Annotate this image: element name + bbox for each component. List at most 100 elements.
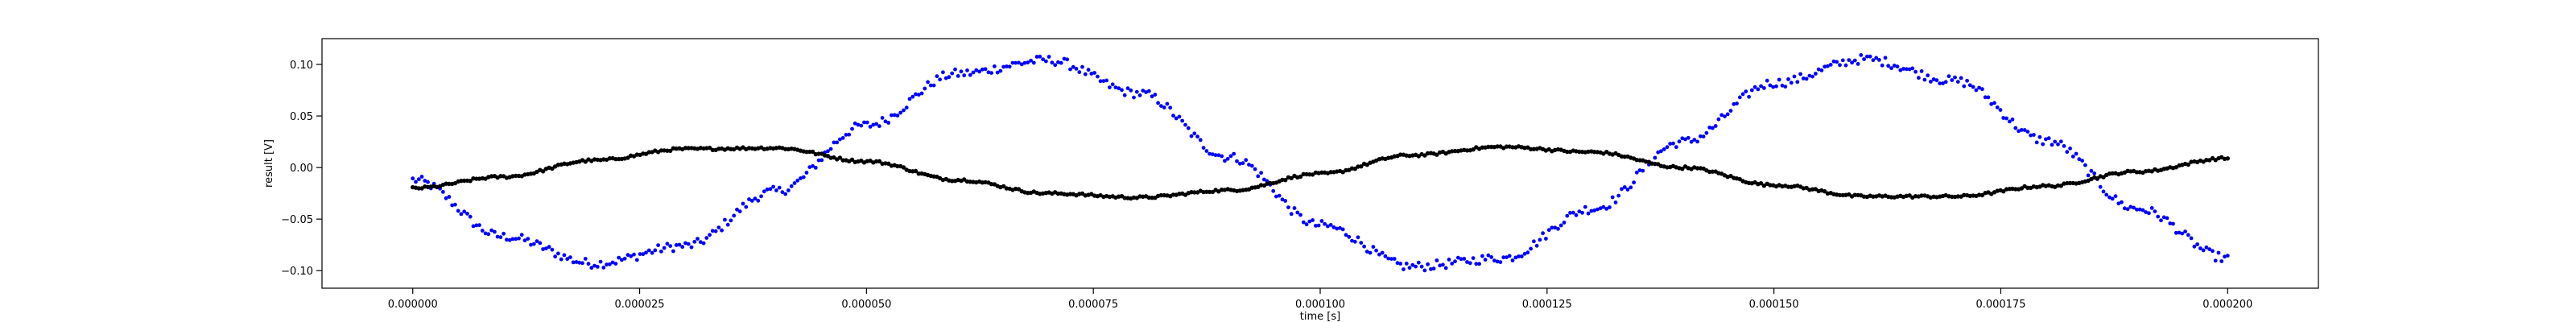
data-point <box>1541 231 1545 236</box>
data-point <box>686 146 691 151</box>
data-point <box>1122 93 1127 97</box>
data-point <box>1307 219 1312 224</box>
data-point <box>1807 73 1812 78</box>
data-point <box>916 93 921 97</box>
data-point <box>1504 144 1509 149</box>
data-point <box>780 190 785 195</box>
data-point <box>1917 76 1921 80</box>
data-point <box>804 150 809 155</box>
data-point <box>1771 85 1776 89</box>
data-point <box>646 150 651 155</box>
data-point <box>898 110 903 115</box>
data-point <box>1489 255 1494 259</box>
data-point <box>1098 79 1103 84</box>
data-point <box>1926 73 1930 78</box>
data-point <box>1665 145 1670 150</box>
y-axis-label: result [V] <box>263 139 275 188</box>
data-point <box>1398 152 1403 157</box>
data-point <box>1977 85 1982 90</box>
data-point <box>1850 60 1855 65</box>
data-point <box>1744 89 1748 93</box>
data-point <box>1979 192 1985 198</box>
data-point <box>741 201 745 206</box>
data-point <box>768 187 773 192</box>
data-point <box>447 195 452 199</box>
data-point <box>1701 134 1706 139</box>
data-point <box>1280 197 1285 202</box>
data-point <box>1795 80 1800 85</box>
data-point <box>732 213 737 218</box>
data-point <box>1062 56 1067 61</box>
data-point <box>577 260 582 265</box>
data-point <box>1725 112 1730 117</box>
data-point <box>1525 250 1530 255</box>
x-tick-label: 0.000025 <box>615 299 665 311</box>
data-point <box>1192 131 1197 136</box>
data-point <box>1125 86 1130 91</box>
data-point <box>2168 221 2173 225</box>
data-point <box>1204 149 1209 153</box>
data-point <box>1158 192 1164 198</box>
data-point <box>2089 168 2094 173</box>
data-point <box>1141 89 1146 93</box>
data-point <box>1632 180 1636 185</box>
data-point <box>441 190 445 194</box>
data-point <box>1998 108 2003 113</box>
data-point <box>517 236 521 241</box>
data-point <box>1113 85 1118 89</box>
data-point <box>2174 230 2178 235</box>
plot-area <box>322 39 2318 288</box>
data-point <box>1402 267 1406 271</box>
data-point <box>1395 261 1400 266</box>
data-point <box>598 259 603 264</box>
data-point <box>1620 187 1624 192</box>
data-point <box>453 202 457 207</box>
data-point <box>1823 64 1827 69</box>
data-point <box>1153 93 1158 97</box>
data-point <box>1883 56 1888 60</box>
data-point <box>962 177 967 182</box>
data-point <box>465 212 469 216</box>
data-point <box>2110 171 2115 175</box>
data-point <box>811 163 815 168</box>
data-point <box>1989 101 1994 106</box>
data-point <box>1880 63 1885 68</box>
data-point <box>1941 81 1945 85</box>
data-point <box>2137 207 2142 212</box>
data-point <box>634 258 639 262</box>
x-axis-label: time [s] <box>1300 311 1340 322</box>
data-point <box>1868 54 1872 59</box>
data-point <box>498 235 503 239</box>
data-point <box>489 228 493 233</box>
data-point <box>1359 241 1364 245</box>
data-point <box>850 126 854 131</box>
data-point <box>592 263 597 268</box>
data-point <box>1695 166 1700 171</box>
data-point <box>1813 187 1818 192</box>
data-point <box>1377 252 1381 257</box>
data-point <box>1414 264 1418 269</box>
data-point <box>1304 222 1309 227</box>
data-point <box>1462 257 1467 261</box>
data-point <box>852 121 857 126</box>
data-point <box>1005 64 1009 68</box>
data-point <box>1798 72 1803 76</box>
data-point <box>2007 119 2012 124</box>
data-point <box>1220 154 1224 159</box>
data-point <box>1311 218 1315 222</box>
data-point <box>871 122 876 127</box>
data-point <box>1565 213 1570 218</box>
data-point <box>2113 194 2118 199</box>
data-point <box>2077 157 2082 162</box>
data-point <box>580 261 584 266</box>
data-point <box>1459 257 1463 262</box>
data-point <box>1943 80 1948 85</box>
data-point <box>1168 105 1173 110</box>
data-point <box>783 192 788 196</box>
data-point <box>471 224 476 229</box>
data-point <box>1177 114 1182 119</box>
data-point <box>653 248 658 253</box>
data-point <box>1668 142 1673 147</box>
data-point <box>1728 109 1733 114</box>
data-point <box>1438 263 1443 268</box>
